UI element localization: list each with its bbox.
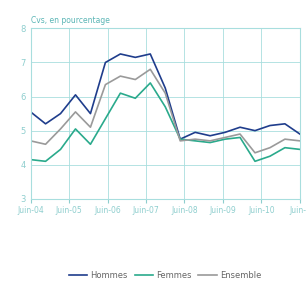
Ensemble: [89, 126, 92, 129]
Femmes: [298, 148, 302, 151]
Ensemble: [148, 68, 152, 71]
Femmes: [283, 146, 287, 149]
Line: Ensemble: Ensemble: [31, 69, 300, 153]
Hommes: [44, 122, 47, 126]
Line: Hommes: Hommes: [31, 54, 300, 139]
Hommes: [178, 137, 182, 141]
Femmes: [44, 160, 47, 163]
Ensemble: [44, 143, 47, 146]
Hommes: [118, 52, 122, 56]
Femmes: [133, 97, 137, 100]
Ensemble: [253, 151, 257, 154]
Hommes: [133, 56, 137, 59]
Femmes: [89, 143, 92, 146]
Hommes: [238, 126, 242, 129]
Ensemble: [223, 136, 227, 139]
Hommes: [163, 86, 167, 90]
Femmes: [163, 105, 167, 108]
Line: Femmes: Femmes: [31, 83, 300, 161]
Femmes: [118, 91, 122, 95]
Hommes: [268, 124, 272, 127]
Femmes: [238, 136, 242, 139]
Femmes: [268, 154, 272, 158]
Ensemble: [29, 139, 32, 143]
Hommes: [89, 112, 92, 115]
Femmes: [208, 141, 212, 144]
Femmes: [223, 137, 227, 141]
Femmes: [193, 139, 197, 143]
Femmes: [148, 81, 152, 85]
Hommes: [223, 131, 227, 134]
Hommes: [193, 131, 197, 134]
Femmes: [29, 158, 32, 161]
Hommes: [298, 132, 302, 136]
Femmes: [253, 160, 257, 163]
Hommes: [59, 112, 62, 115]
Ensemble: [208, 139, 212, 143]
Ensemble: [163, 91, 167, 95]
Hommes: [29, 110, 32, 114]
Ensemble: [283, 137, 287, 141]
Ensemble: [133, 78, 137, 81]
Femmes: [103, 117, 107, 120]
Ensemble: [59, 127, 62, 131]
Femmes: [178, 137, 182, 141]
Ensemble: [238, 132, 242, 136]
Ensemble: [268, 146, 272, 149]
Hommes: [283, 122, 287, 126]
Hommes: [253, 129, 257, 132]
Legend: Hommes, Femmes, Ensemble: Hommes, Femmes, Ensemble: [65, 268, 265, 283]
Text: Cvs, en pourcentage: Cvs, en pourcentage: [31, 16, 110, 25]
Hommes: [148, 52, 152, 56]
Hommes: [208, 134, 212, 137]
Ensemble: [118, 74, 122, 78]
Ensemble: [193, 137, 197, 141]
Ensemble: [74, 110, 77, 114]
Femmes: [74, 127, 77, 131]
Ensemble: [178, 139, 182, 143]
Hommes: [74, 93, 77, 97]
Hommes: [103, 61, 107, 64]
Ensemble: [103, 83, 107, 86]
Femmes: [59, 148, 62, 151]
Ensemble: [298, 139, 302, 143]
